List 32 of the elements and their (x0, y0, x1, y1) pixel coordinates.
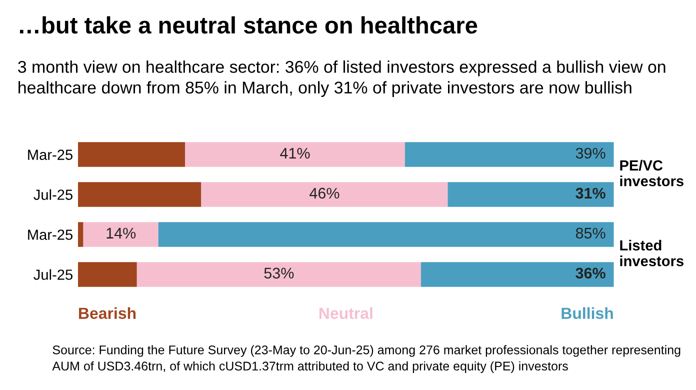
series-label: Neutral (319, 307, 372, 319)
bar (83, 222, 158, 247)
y-tick-label: Mar-25 (28, 230, 72, 240)
bar (158, 222, 614, 247)
y-tick-label: Jul-25 (34, 189, 72, 200)
bar (404, 142, 614, 167)
chart-title: …but take a neutral stance on healthcare (20, 16, 478, 34)
bar (78, 222, 84, 247)
data-label: 31% (576, 188, 606, 199)
y-tick-label: Jul-25 (34, 269, 72, 280)
data-label: 39% (576, 148, 606, 159)
data-label: 41% (280, 148, 310, 159)
text: Listed investors (620, 240, 684, 266)
data-label: 53% (264, 268, 294, 279)
bar (448, 182, 614, 207)
text: PE/VC investors (620, 160, 684, 186)
bar (136, 262, 421, 287)
y-tick-label: Mar-25 (28, 150, 72, 160)
data-label: 85% (576, 228, 606, 239)
bar (201, 182, 448, 207)
series-label: Bullish (562, 307, 613, 319)
data-label: 36% (576, 268, 606, 279)
series-label: Bearish (79, 307, 136, 319)
bar (78, 182, 202, 207)
bar (420, 262, 614, 287)
bar (185, 142, 405, 167)
source-note: Source: Funding the Future Survey (23-May to 20-Jun-25) among 276 market professionals together representing AUM of USD3.46trn, of which cUSD1.37trm attributed to VC and private equity (PE) investors (52, 345, 680, 373)
bar (78, 142, 186, 167)
data-label: 14% (106, 228, 136, 239)
data-label: 46% (310, 188, 340, 199)
chart-subtitle: 3 month view on healthcare sector: 36% of listed investors expressed a bullish view on healthcare down from 85% in March, only 31% of private investors are now bullish (18, 60, 666, 97)
bar (78, 262, 137, 287)
